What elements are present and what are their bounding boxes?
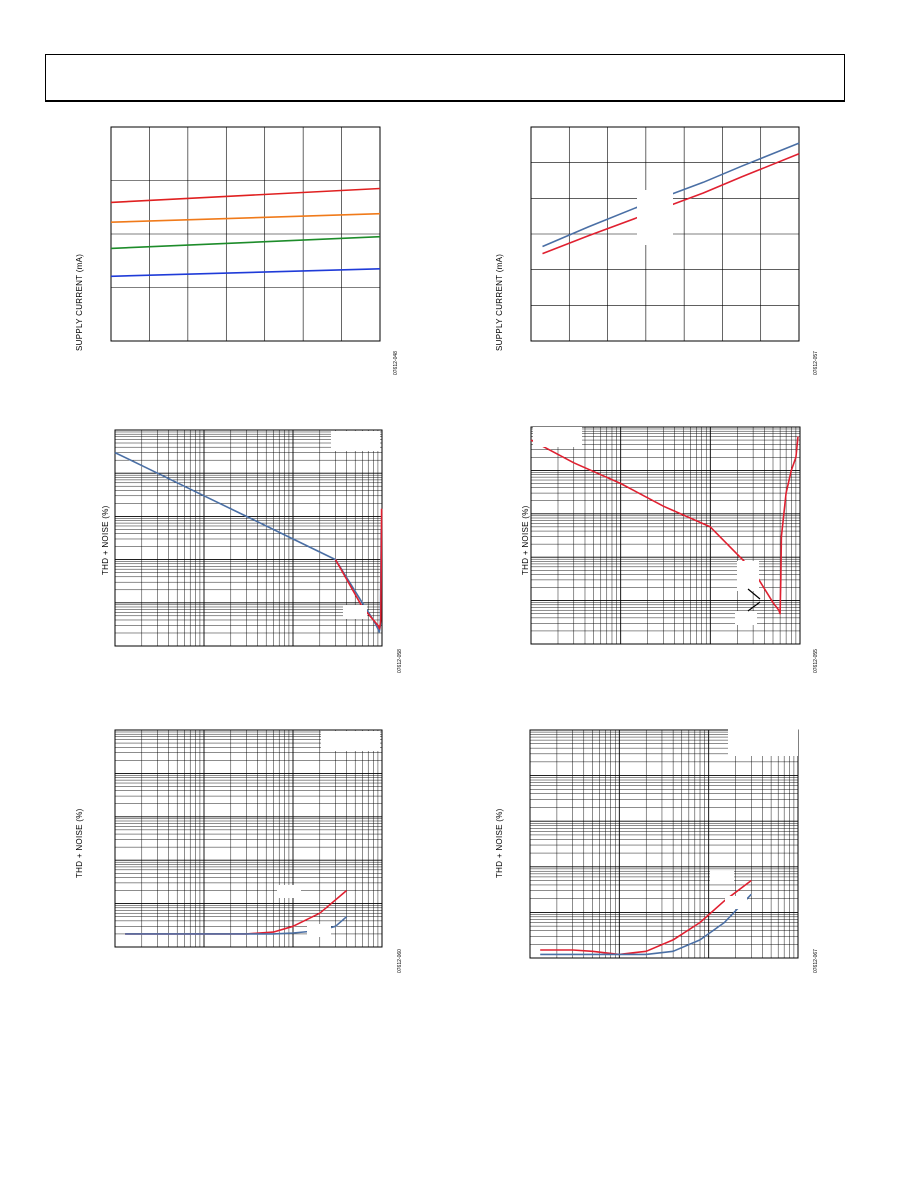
figure-id: 07612-057 — [813, 351, 819, 375]
chart-supply-current-vs-temperature: SUPPLY CURRENT (mA) 07612-048 — [60, 115, 400, 385]
y-axis-label: THD + NOISE (%) — [75, 808, 84, 878]
figure-id: 07612-067 — [813, 949, 819, 973]
series-line — [114, 451, 382, 633]
y-axis-label: SUPPLY CURRENT (mA) — [495, 254, 504, 351]
plot-frame — [530, 426, 801, 645]
series-line — [540, 879, 752, 956]
annotation-box — [735, 611, 757, 625]
y-axis-label: THD + NOISE (%) — [521, 505, 530, 575]
series-line — [125, 916, 348, 935]
chart-series — [540, 879, 752, 956]
chart-series — [530, 436, 799, 615]
annotation-box — [343, 605, 367, 619]
series-line — [110, 268, 381, 278]
chart-svg: THD + NOISE (%) 07612-067 — [495, 729, 819, 973]
chart-svg: SUPPLY CURRENT (mA) 07612-048 — [75, 126, 399, 375]
chart-svg: THD + NOISE (%) 07612-055 — [521, 426, 819, 673]
chart-thdn-vs-frequency-2: THD + NOISE (%) 07612-067 — [480, 715, 820, 985]
figure-id: 07612-055 — [813, 649, 819, 673]
chart-series — [110, 187, 381, 278]
figure-id: 07612-058 — [397, 649, 403, 673]
plot-frame — [114, 429, 383, 647]
plot-frame — [114, 729, 383, 948]
series-line — [542, 142, 800, 248]
annotation-box — [710, 871, 734, 884]
legend-box — [321, 731, 380, 751]
series-line — [110, 212, 381, 223]
legend-box — [331, 431, 380, 451]
annotation-arrow — [747, 588, 761, 600]
annotation-box — [637, 190, 673, 245]
chart-grid — [114, 729, 383, 948]
chart-thdn-vs-output-power-2: THD + NOISE (%) 07612-055 — [480, 415, 820, 685]
plot-frame — [110, 126, 381, 342]
annotation-box — [737, 561, 759, 591]
annotation-box — [725, 896, 747, 909]
annotation-arrow — [747, 601, 761, 612]
plot-frame — [529, 729, 799, 959]
page-header-frame — [45, 54, 845, 102]
chart-supply-current-vs-voltage: SUPPLY CURRENT (mA) 07612-057 — [480, 115, 820, 385]
y-axis-label: THD + NOISE (%) — [101, 505, 110, 575]
series-line — [530, 436, 799, 615]
figure-id: 07612-060 — [397, 949, 403, 973]
chart-thdn-vs-frequency-1: THD + NOISE (%) 07612-060 — [60, 715, 403, 985]
chart-grid — [529, 729, 799, 959]
series-line — [540, 893, 752, 956]
series-line — [110, 235, 381, 250]
figure-id: 07612-048 — [393, 351, 399, 375]
chart-svg: SUPPLY CURRENT (mA) 07612-057 — [495, 126, 819, 375]
chart-thdn-vs-output-power-1: THD + NOISE (%) 07612-058 — [60, 415, 403, 685]
annotation-box — [277, 885, 301, 898]
chart-grid — [530, 426, 801, 645]
plot-frame — [530, 126, 800, 342]
y-axis-label: SUPPLY CURRENT (mA) — [75, 254, 84, 351]
legend-box — [533, 427, 582, 447]
series-line — [542, 153, 800, 255]
chart-series — [125, 889, 348, 935]
legend-box — [728, 729, 798, 756]
y-axis-label: THD + NOISE (%) — [495, 808, 504, 878]
chart-svg: THD + NOISE (%) 07612-058 — [101, 429, 403, 673]
annotation-box — [307, 924, 331, 937]
chart-svg: THD + NOISE (%) 07612-060 — [75, 729, 403, 973]
chart-series — [114, 451, 383, 633]
chart-grid — [114, 429, 383, 647]
chart-grid — [110, 126, 381, 342]
chart-series — [542, 142, 800, 255]
series-line — [110, 187, 381, 204]
